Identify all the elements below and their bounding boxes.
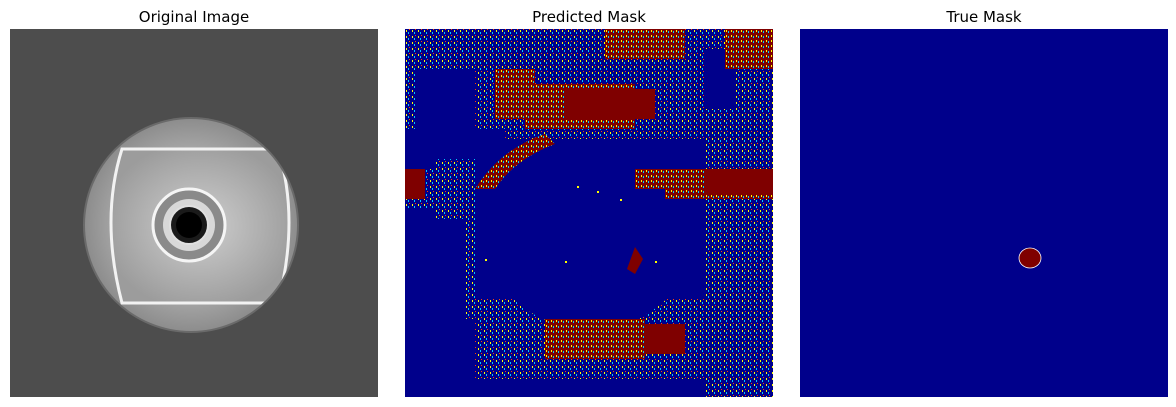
panel-title-predicted: Predicted Mask [532,8,646,26]
panel-true-mask: True Mask [800,0,1168,407]
panel-title-original: Original Image [138,8,250,26]
panel-predicted-mask: Predicted Mask [405,0,773,407]
panel-original-image: Original Image [10,0,378,407]
original-image [10,29,378,397]
panel-title-true: True Mask [946,8,1022,26]
predicted-mask-image [405,29,773,397]
true-mask-image [800,29,1168,397]
